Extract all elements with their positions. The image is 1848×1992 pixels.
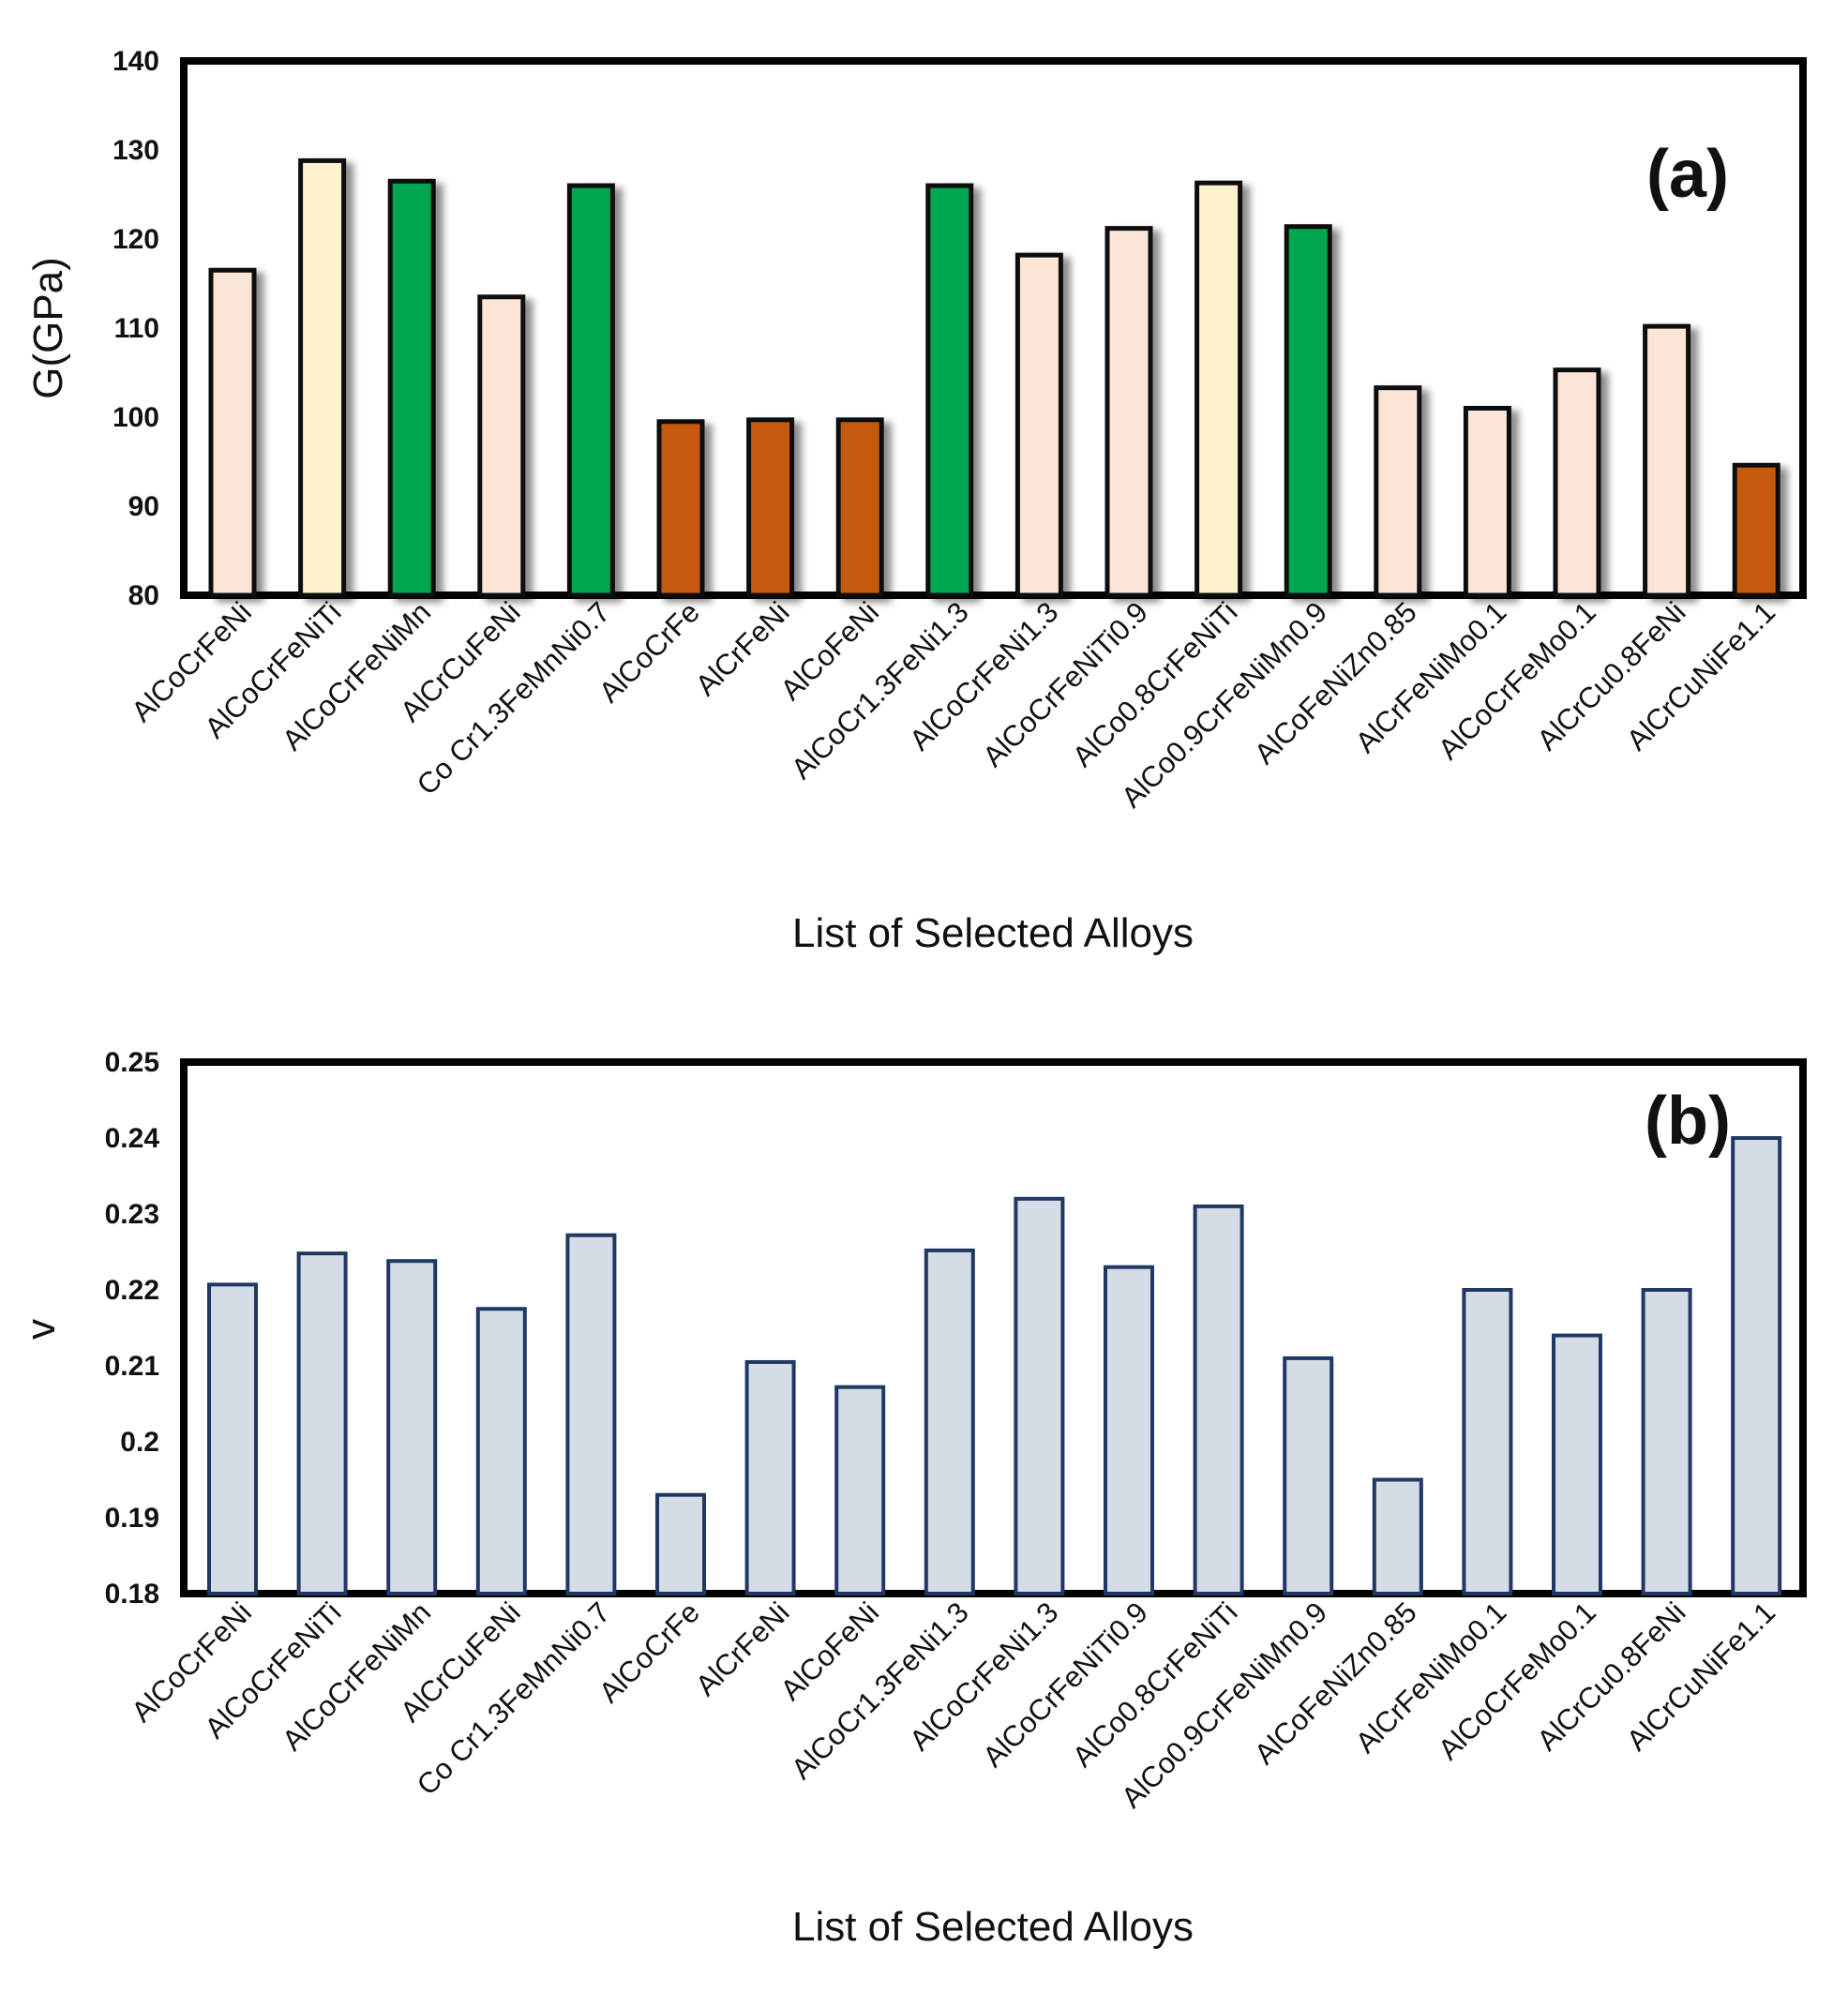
chart-b-bar [744, 1359, 796, 1595]
chart-b-bars [207, 1136, 1782, 1596]
chart-a-bar [208, 267, 257, 598]
chart-b-bar [1731, 1136, 1782, 1595]
chart-a-y-tick-label: 90 [128, 491, 159, 522]
chart-a-y-tick-label: 140 [113, 46, 159, 77]
chart-b-y-tick-label: 0.21 [105, 1351, 159, 1382]
chart-b-y-axis-title: v [18, 1319, 64, 1340]
chart-a-bars [208, 157, 1780, 598]
chart-a-bar [1463, 406, 1511, 598]
chart-b-y-tick-label: 0.23 [105, 1199, 159, 1230]
chart-b-bar [565, 1233, 617, 1596]
chart-a-bar [1284, 224, 1332, 598]
chart-b-y-ticks: 0.18 0.19 0.2 0.21 0.22 0.23 0.24 0.25 [105, 1047, 160, 1610]
chart-a-category-label: AlCo0.8CrFeNiTi [1066, 595, 1244, 773]
chart-b-bar [924, 1248, 975, 1595]
chart-b-bar [1193, 1204, 1244, 1596]
chart-a-bar [387, 178, 436, 598]
chart-a-frame [180, 57, 1807, 599]
chart-a-bar [477, 294, 526, 598]
chart-b-bar [1104, 1265, 1154, 1595]
chart-b-bar [1641, 1288, 1692, 1595]
chart-b: 0.18 0.19 0.2 0.21 0.22 0.23 0.24 0.25 AlCoCrFe… [18, 1047, 1807, 1950]
chart-b-category-label: AlCoCrFeMo0.1 [1432, 1595, 1602, 1766]
chart-a-bar [1553, 367, 1601, 598]
chart-a-y-tick-label: 130 [113, 135, 159, 166]
chart-b-y-tick-label: 0.18 [105, 1579, 159, 1610]
chart-a-bar [925, 183, 974, 598]
chart-b-category-label: AlCoFeNiZn0.85 [1248, 1595, 1423, 1771]
chart-a-y-tick-label: 100 [113, 402, 159, 433]
chart-b-y-tick-label: 0.24 [105, 1123, 160, 1154]
chart-a-y-axis-title: G(GPa) [25, 257, 71, 399]
chart-a-bar [298, 157, 347, 598]
chart-a-panel-label: (a) [1646, 137, 1729, 212]
chart-a-y-tick-label: 80 [128, 580, 159, 611]
chart-a-category-labels: AlCoCrFeNiAlCoCrFeNiTiAlCoCrFeNiMnAlCrCu… [125, 595, 1781, 814]
chart-b-category-labels: AlCoCrFeNiAlCoCrFeNiTiAlCoCrFeNiMnAlCrCu… [125, 1595, 1781, 1814]
chart-a-bar [1014, 252, 1063, 598]
chart-b-category-label: AlCrFeNiMo0.1 [1349, 1595, 1513, 1760]
chart-b-bar [1372, 1477, 1423, 1595]
chart-a-category-label: AlCoFeNiZn0.85 [1248, 595, 1423, 771]
chart-b-frame [180, 1058, 1807, 1597]
chart-b-x-axis-title: List of Selected Alloys [792, 1904, 1194, 1950]
chart-b-bar [1014, 1196, 1065, 1596]
chart-a-y-tick-label: 120 [113, 224, 159, 255]
chart-a-bar [566, 183, 615, 598]
chart-a-category-label: AlCoCrFeNiTi0.9 [976, 595, 1154, 773]
chart-b-bar [1283, 1355, 1334, 1596]
chart-b-bar [207, 1282, 258, 1595]
chart-b-category-label: AlCoCrFeNiTi0.9 [976, 1595, 1154, 1774]
chart-b-bar [386, 1259, 438, 1595]
chart-a-bar [1374, 385, 1422, 598]
chart-a-bar [1643, 323, 1691, 598]
chart-a-category-label: AlCoCrFeMo0.1 [1432, 595, 1602, 766]
chart-a-bar [1732, 462, 1780, 598]
chart-b-bar [834, 1385, 886, 1596]
chart-a-bar [835, 417, 884, 598]
chart-a-bar [656, 419, 705, 598]
chart-a-x-axis-title: List of Selected Alloys [792, 910, 1194, 956]
chart-b-bar [475, 1307, 527, 1595]
chart-b-y-tick-label: 0.22 [105, 1275, 159, 1306]
chart-b-panel-label: (b) [1645, 1084, 1731, 1159]
chart-b-category-label: AlCo0.8CrFeNiTi [1066, 1595, 1244, 1774]
chart-b-bar [1462, 1288, 1513, 1595]
chart-b-bar [296, 1251, 348, 1595]
chart-a: 80 90 100 110 120 130 140 AlCoCrFeNiAlCoCrFeNi… [25, 46, 1807, 956]
chart-a-bar [1194, 180, 1243, 598]
chart-a-y-ticks: 80 90 100 110 120 130 140 [113, 46, 159, 611]
chart-a-bar [1104, 226, 1153, 598]
chart-a-bar [746, 417, 795, 598]
chart-a-category-label: AlCrFeNiMo0.1 [1349, 595, 1513, 759]
chart-b-y-tick-label: 0.19 [105, 1503, 159, 1534]
chart-b-bar [655, 1492, 706, 1595]
chart-b-y-tick-label: 0.25 [105, 1047, 159, 1078]
chart-b-bar [1552, 1333, 1602, 1595]
chart-a-y-tick-label: 110 [114, 313, 159, 344]
chart-b-y-tick-label: 0.2 [120, 1427, 159, 1458]
